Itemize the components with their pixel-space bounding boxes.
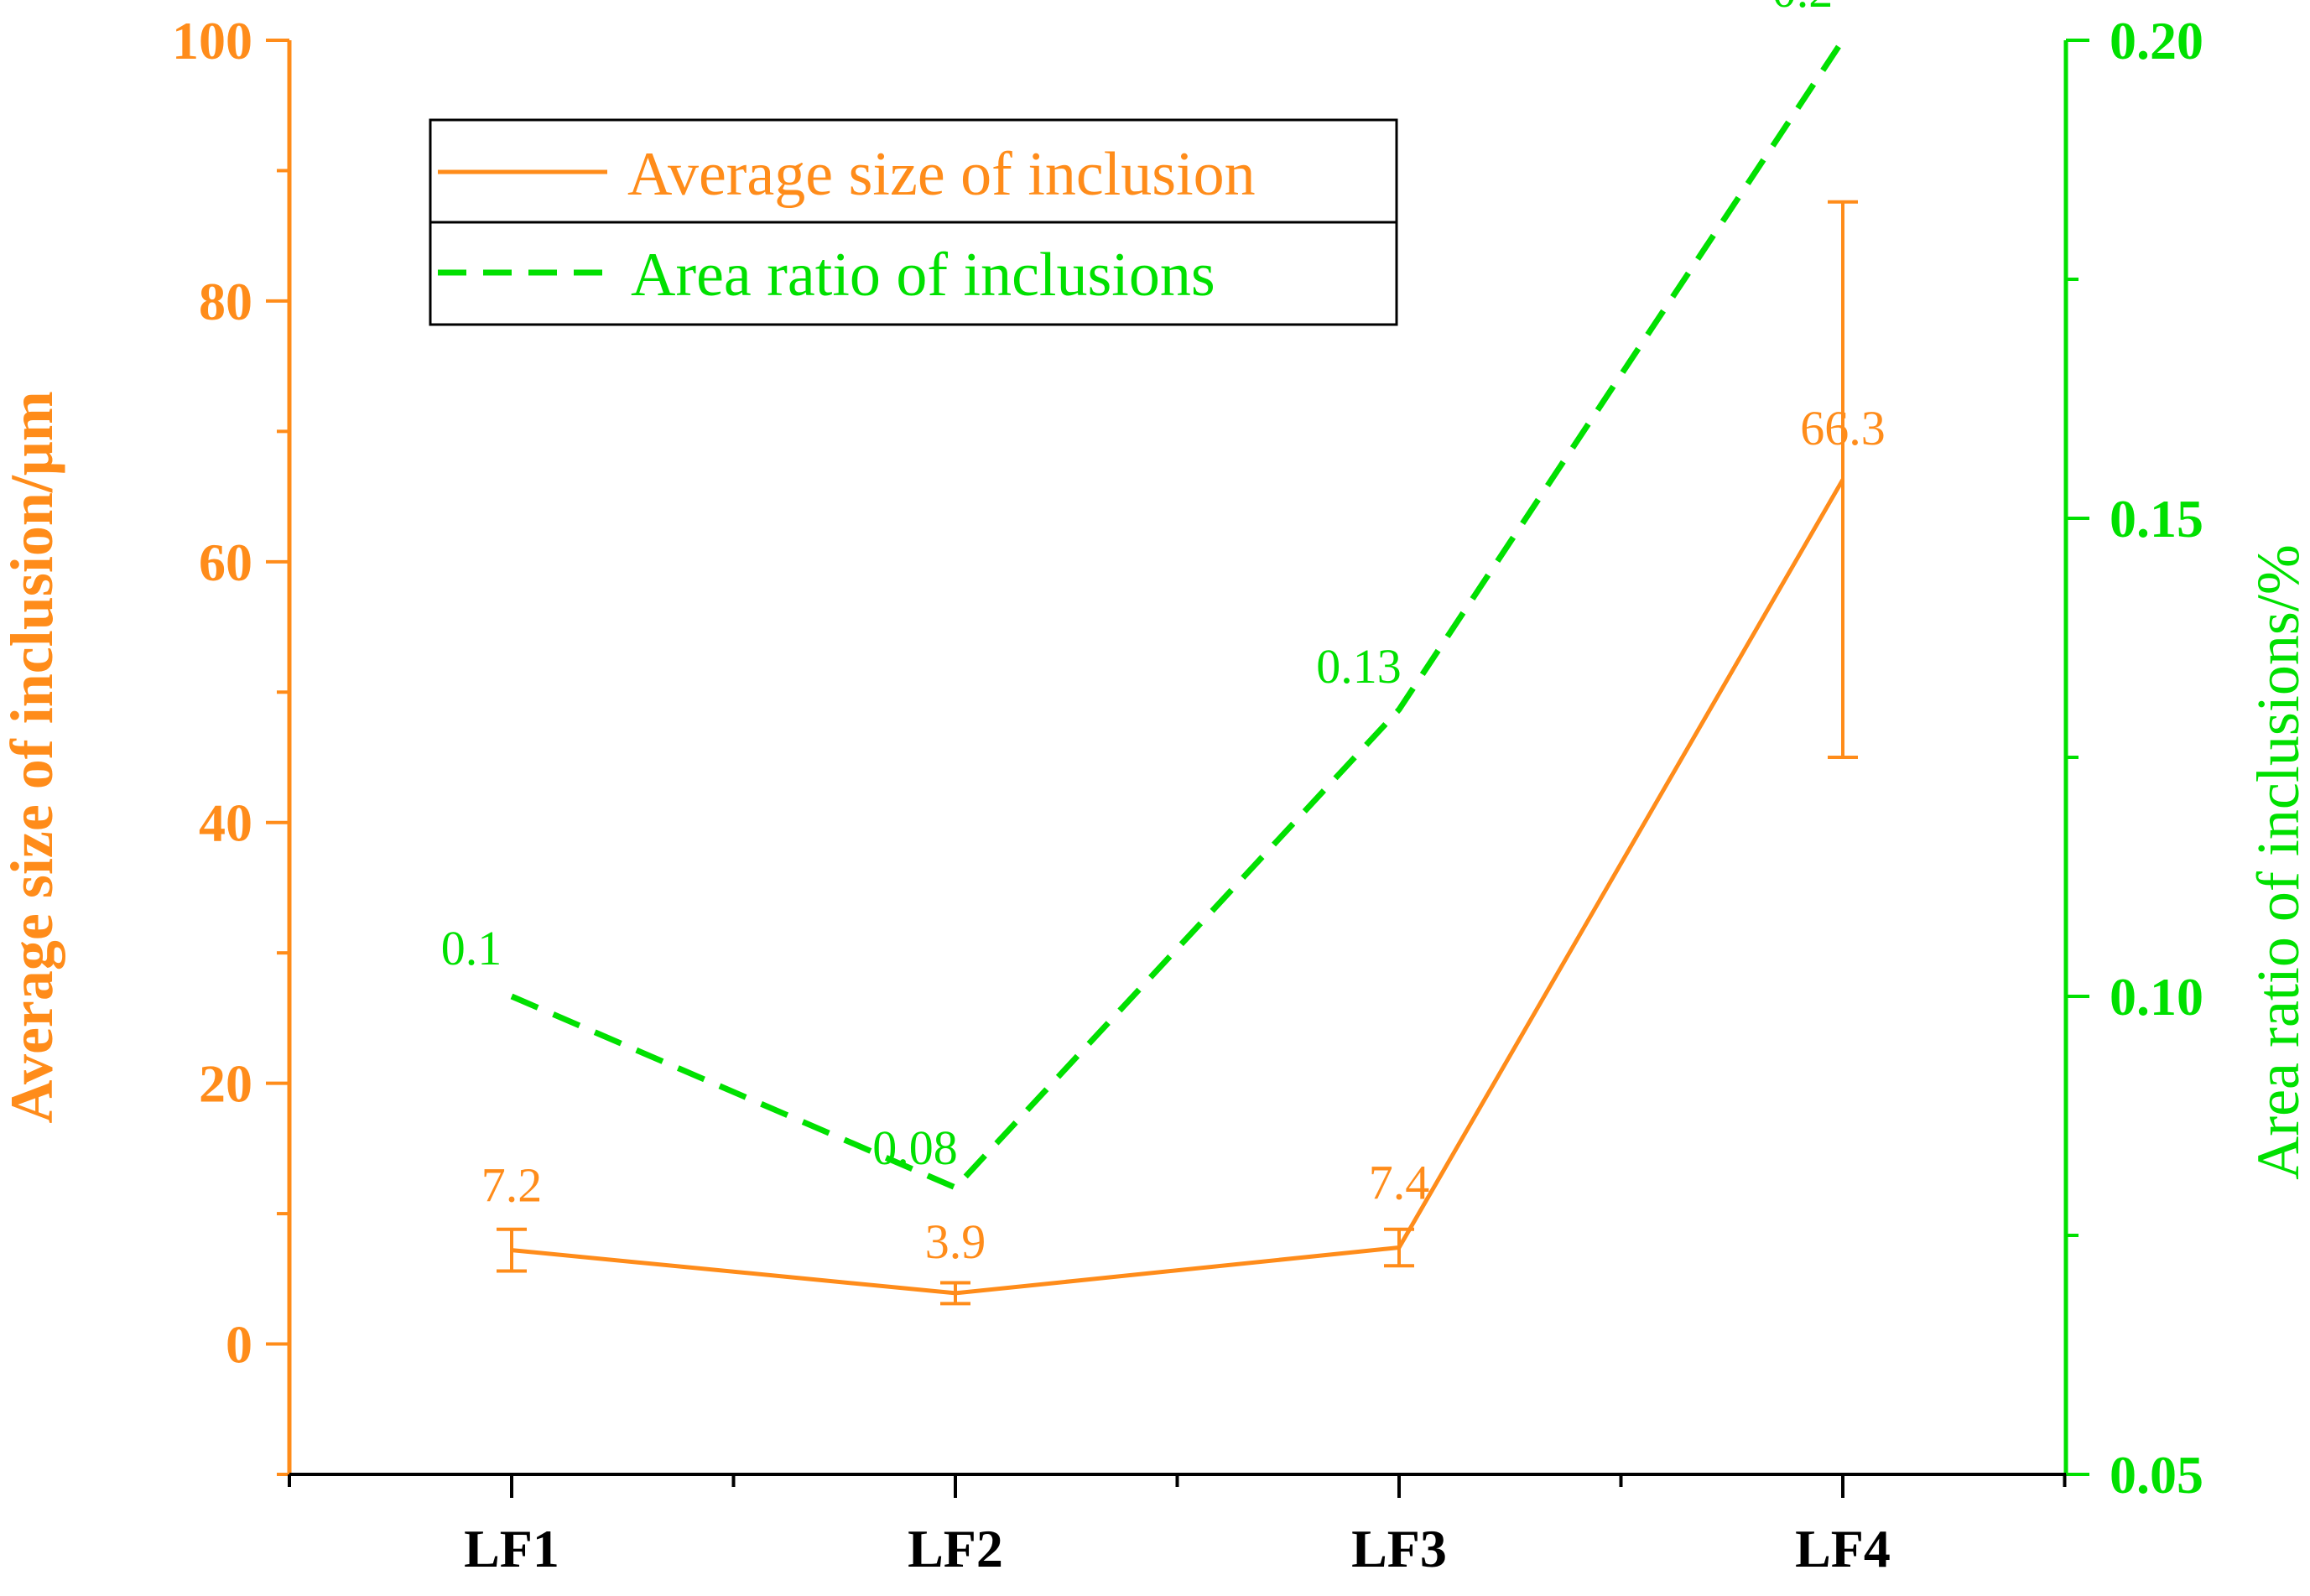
x-tick-label: LF3 (1351, 1519, 1447, 1578)
legend-label-size: Average size of inclusion (627, 140, 1256, 209)
legend: Average size of inclusion Area ratio of … (429, 118, 1398, 326)
series-line-average-size (511, 478, 1845, 1296)
series-group (497, 39, 1858, 1306)
right-tick-label: 0.20 (2110, 11, 2203, 70)
data-label-area-ratio: 0.08 (872, 1120, 958, 1175)
data-label-average-size: 66.3 (1800, 401, 1886, 455)
data-label-area-ratio: 0.1 (441, 921, 502, 975)
right-tick-label: 0.05 (2110, 1445, 2203, 1505)
left-tick-label: 20 (199, 1054, 252, 1114)
left-tick-label: 100 (172, 11, 252, 70)
y-axis-left-label: Average size of inclusion/μm (0, 391, 65, 1123)
right-tick-label: 0.15 (2110, 489, 2203, 548)
data-label-average-size: 3.9 (925, 1214, 986, 1269)
left-tick-label: 40 (199, 793, 252, 853)
x-tick-label: LF1 (464, 1519, 559, 1578)
data-label-area-ratio: 0.2 (1772, 0, 1834, 18)
left-tick-label: 80 (199, 272, 252, 331)
x-tick-label: LF2 (908, 1519, 1003, 1578)
left-tick-label: 0 (226, 1315, 252, 1375)
legend-label-area: Area ratio of inclusions (631, 241, 1215, 309)
series-line-area-ratio (510, 39, 1845, 1192)
data-labels: 7.2 3.9 7.4 66.3 0.1 0.08 0.13 0.2 (441, 0, 1886, 1269)
y-axis-right-label: Area ratio of inclusions/% (2245, 544, 2310, 1180)
right-tick-label: 0.10 (2110, 967, 2203, 1027)
data-label-average-size: 7.2 (481, 1158, 543, 1213)
data-label-area-ratio: 0.13 (1316, 639, 1402, 694)
left-axis-ticks: 0 20 40 60 80 100 (172, 11, 289, 1476)
x-tick-label: LF4 (1795, 1519, 1891, 1578)
right-axis-ticks: 0.05 0.10 0.15 0.20 (2066, 11, 2203, 1505)
data-label-average-size: 7.4 (1369, 1156, 1430, 1210)
x-axis-ticks: LF1 LF2 LF3 LF4 (288, 1474, 2067, 1578)
left-tick-label: 60 (199, 533, 252, 592)
